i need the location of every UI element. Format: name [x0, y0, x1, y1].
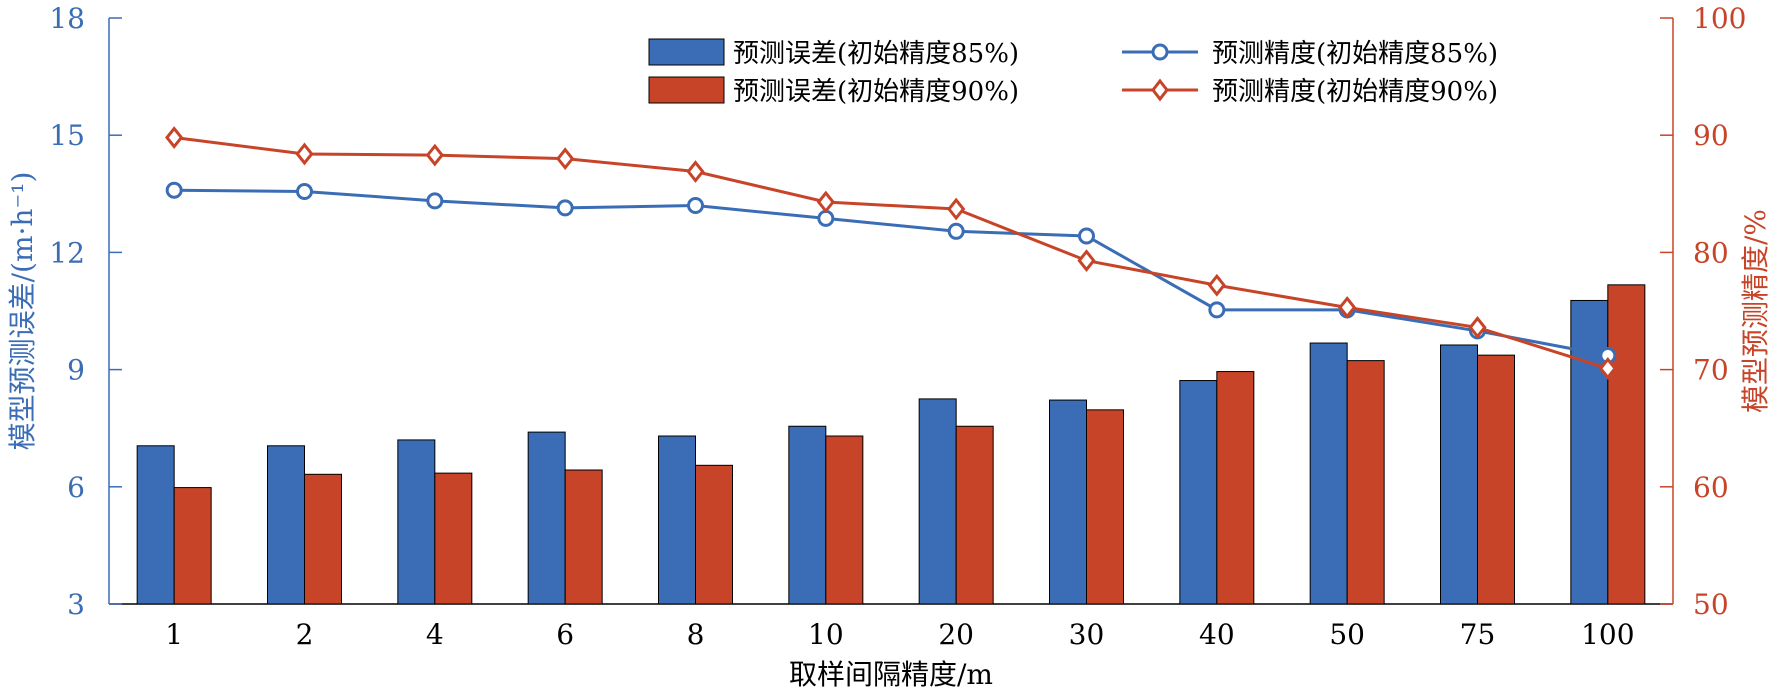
- line-point-85-1: [165, 181, 183, 199]
- line-point-90-50: [1338, 296, 1357, 319]
- x-tick-label: 8: [687, 618, 705, 651]
- bar-85-4: [397, 439, 436, 605]
- x-tick-label: 75: [1460, 618, 1496, 651]
- bar-90-30: [1086, 409, 1124, 605]
- legend-marker-diamond: [1151, 78, 1169, 102]
- bar-85-50: [1309, 342, 1348, 605]
- bar-90-10: [825, 435, 864, 605]
- line-point-85-20: [947, 222, 965, 240]
- bar-90-20: [955, 425, 994, 605]
- line-point-85-4: [426, 192, 444, 210]
- bar-85-100: [1570, 299, 1609, 605]
- line-point-85-40: [1208, 301, 1226, 319]
- right-y-tick-label: 70: [1693, 354, 1729, 387]
- line-point-85-8: [687, 197, 704, 215]
- bar-85-2: [267, 445, 305, 605]
- bar-90-6: [564, 469, 603, 605]
- x-tick-label: 20: [938, 618, 974, 651]
- line-point-85-2: [296, 182, 313, 200]
- x-tick-label: 4: [426, 618, 444, 651]
- line-point-90-30: [1077, 249, 1096, 273]
- line-series-90: [173, 136, 1609, 370]
- bar-85-75: [1440, 344, 1478, 605]
- lines: [165, 126, 1617, 380]
- x-tick-label: 6: [556, 618, 574, 651]
- legend-swatch-bar-90: [648, 76, 725, 104]
- right-y-tick-label: 50: [1693, 588, 1729, 621]
- right-y-tick-label: 80: [1693, 236, 1729, 269]
- line-point-90-6: [556, 147, 575, 171]
- right-y-ticks: 50 60 70 80 90 100: [1660, 2, 1746, 621]
- x-tick-label: 40: [1199, 618, 1235, 651]
- x-ticks: 1 2 4 6 8 10 20 30 40 50 75 100: [165, 592, 1635, 651]
- legend-label-line-85: 预测精度(初始精度85%): [1212, 39, 1498, 69]
- legend-label-bar-90: 预测误差(初始精度90%): [733, 77, 1019, 107]
- bar-85-6: [527, 431, 566, 605]
- x-tick-label: 100: [1581, 618, 1634, 651]
- line-point-90-20: [947, 197, 966, 221]
- left-y-tick-label: 9: [67, 354, 85, 387]
- bar-85-10: [788, 425, 827, 605]
- bar-85-8: [658, 435, 696, 605]
- bars: [136, 284, 1646, 605]
- line-point-85-10: [817, 209, 835, 227]
- right-y-tick-label: 100: [1693, 2, 1746, 35]
- left-y-tick-label: 15: [49, 119, 85, 152]
- line-point-90-2: [295, 142, 314, 166]
- left-y-ticks: 3 6 9 12 15 18: [49, 2, 122, 621]
- plot-frame: [108, 18, 1674, 605]
- line-point-90-100: [1598, 357, 1617, 380]
- line-series-85: [174, 188, 1609, 358]
- left-y-tick-label: 12: [49, 236, 85, 269]
- left-y-tick-label: 6: [67, 471, 85, 504]
- bar-85-20: [918, 398, 957, 605]
- x-tick-label: 50: [1329, 618, 1365, 651]
- x-tick-label: 1: [165, 618, 183, 651]
- legend-label-line-90: 预测精度(初始精度90%): [1212, 77, 1498, 107]
- bar-85-30: [1049, 399, 1087, 605]
- bar-90-8: [695, 464, 733, 605]
- x-axis-title: 取样间隔精度/m: [789, 658, 993, 689]
- legend-marker-circle: [1151, 43, 1169, 61]
- line-point-90-10: [816, 190, 835, 214]
- line-point-85-6: [556, 199, 574, 217]
- bar-90-75: [1477, 354, 1515, 605]
- line-point-90-40: [1207, 273, 1226, 297]
- bar-90-4: [434, 472, 473, 605]
- bar-90-2: [304, 473, 342, 605]
- right-y-tick-label: 60: [1693, 471, 1729, 504]
- line-point-90-8: [686, 160, 705, 183]
- right-y-axis-title: 模型预测精度/%: [1739, 209, 1772, 413]
- x-tick-label: 2: [296, 618, 314, 651]
- line-point-90-75: [1468, 316, 1487, 339]
- left-y-axis-title: 模型预测误差/(m·h⁻¹): [6, 172, 39, 451]
- right-y-tick-label: 90: [1693, 119, 1729, 152]
- bar-90-1: [173, 487, 212, 605]
- legend-swatch-bar-85: [648, 38, 725, 66]
- bar-85-1: [136, 445, 175, 605]
- bar-85-40: [1179, 380, 1218, 605]
- x-tick-label: 30: [1069, 618, 1105, 651]
- left-y-tick-label: 3: [67, 588, 85, 621]
- line-point-85-30: [1078, 227, 1095, 245]
- line-point-90-4: [425, 143, 444, 167]
- left-y-tick-label: 18: [49, 2, 85, 35]
- bar-90-40: [1216, 371, 1255, 605]
- bar-90-100: [1607, 284, 1646, 605]
- legend-label-bar-85: 预测误差(初始精度85%): [733, 39, 1019, 69]
- legend: 预测误差(初始精度85%) 预测误差(初始精度90%) 预测精度(初始精度85%…: [648, 38, 1498, 107]
- bar-90-50: [1346, 360, 1385, 605]
- x-tick-label: 10: [808, 618, 844, 651]
- line-point-90-1: [165, 126, 184, 149]
